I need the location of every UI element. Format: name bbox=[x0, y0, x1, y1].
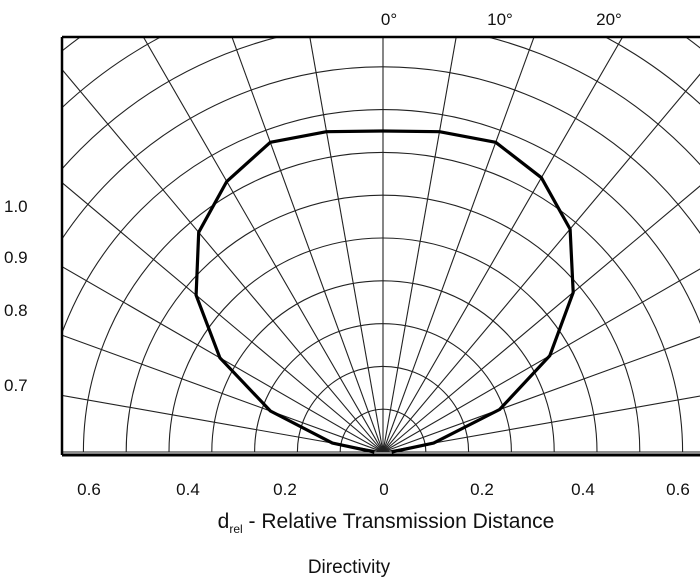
grid-ring bbox=[339, 408, 427, 453]
grid-ray bbox=[382, 336, 700, 453]
plot-frame bbox=[60, 35, 700, 457]
x-axis-label-text: - Relative Transmission Distance bbox=[243, 510, 555, 533]
angle-tick-label: 0° bbox=[381, 10, 397, 29]
x-tick-label: 0.4 bbox=[571, 480, 595, 499]
angle-tick-label: 10° bbox=[487, 10, 513, 29]
grid-ray bbox=[382, 268, 700, 453]
angle-tick-label: 20° bbox=[596, 10, 622, 29]
directivity-curve bbox=[194, 129, 575, 454]
radial-tick-label: 0.7 bbox=[4, 376, 28, 395]
grid-ray bbox=[62, 334, 384, 453]
grid-ring bbox=[125, 194, 641, 453]
radial-tick-labels: 1.0 0.9 0.8 0.7 bbox=[4, 197, 28, 395]
grid-ray bbox=[382, 37, 457, 453]
angle-tick-labels: 0° 10° 20° bbox=[381, 10, 622, 29]
x-axis-label: drel - Relative Transmission Distance bbox=[218, 510, 555, 536]
grid-ray bbox=[382, 37, 535, 453]
radial-tick-label: 0.9 bbox=[4, 248, 28, 267]
grid-ring bbox=[168, 237, 598, 453]
grid-ray bbox=[382, 395, 700, 453]
grid-ray bbox=[62, 181, 384, 453]
grid-ring bbox=[82, 151, 684, 453]
grid-ray bbox=[382, 185, 700, 453]
grid-ray bbox=[62, 394, 384, 453]
grid-ring bbox=[62, 109, 700, 335]
x-tick-label: 0.2 bbox=[273, 480, 297, 499]
x-tick-label: 0.4 bbox=[176, 480, 200, 499]
grid-ray bbox=[142, 37, 384, 453]
x-axis-label-subscript: rel bbox=[229, 522, 242, 536]
chart-title: Directivity bbox=[308, 557, 391, 578]
x-tick-label: 0.2 bbox=[470, 480, 494, 499]
grid-ring bbox=[254, 323, 512, 453]
radial-tick-label: 1.0 bbox=[4, 197, 28, 216]
radial-tick-label: 0.8 bbox=[4, 301, 28, 320]
grid-ray bbox=[231, 37, 384, 453]
grid-ring bbox=[62, 66, 700, 241]
x-tick-label: 0.6 bbox=[77, 480, 101, 499]
grid-ray bbox=[309, 37, 384, 453]
x-tick-label: 0.6 bbox=[666, 480, 690, 499]
x-tick-label: 0 bbox=[379, 480, 388, 499]
polar-grid bbox=[62, 37, 700, 453]
grid-ray bbox=[62, 266, 384, 453]
x-axis-label-main: d bbox=[218, 510, 230, 533]
grid-ring bbox=[296, 365, 470, 453]
x-tick-labels: 0.6 0.4 0.2 0 0.2 0.4 0.6 bbox=[77, 480, 690, 499]
grid-ring bbox=[62, 37, 700, 170]
grid-ray bbox=[382, 37, 624, 453]
grid-ray bbox=[62, 68, 384, 453]
grid-ray bbox=[382, 73, 700, 453]
